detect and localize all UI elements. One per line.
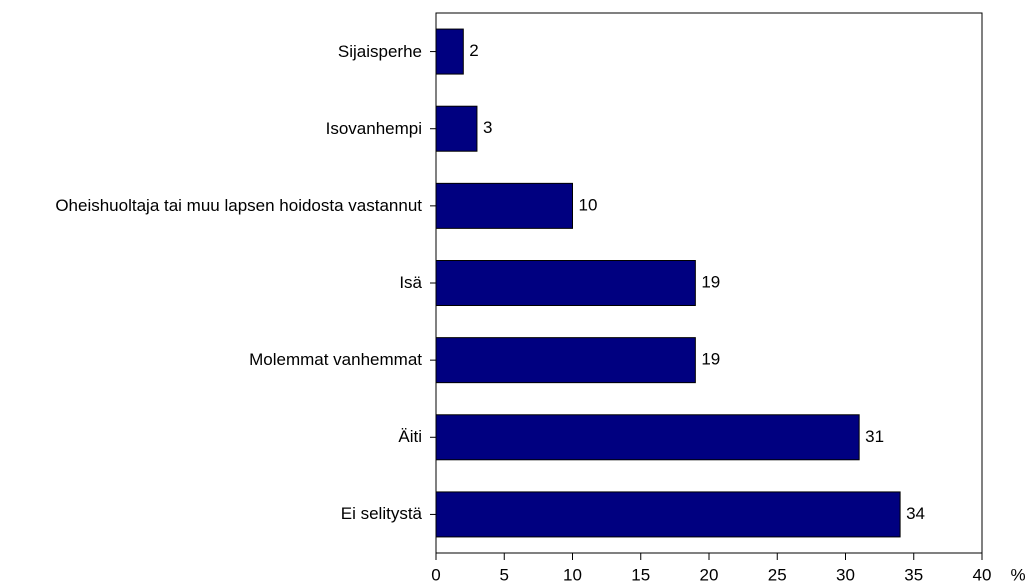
value-label: 19 [701,350,720,369]
bar [435,182,573,229]
x-tick-label: 40 [973,565,992,584]
x-tick-label: 10 [563,565,582,584]
x-tick-label: 15 [631,565,650,584]
category-label: Äiti [0,407,422,467]
value-label: 10 [579,195,598,214]
bar [435,414,860,461]
category-text: Sijaisperhe [337,41,422,61]
bar [435,28,464,75]
category-text: Isä [399,273,422,292]
bar [435,260,696,306]
value-label: 2 [469,41,478,60]
category-label: Oheishuoltaja tai muu lapsen hoidosta va… [0,176,422,236]
category-text: Molemmat vanhemmat [249,350,422,370]
value-label: 19 [701,272,720,291]
x-tick-label: 30 [836,565,855,584]
category-text: Isovanhempi [325,118,422,138]
value-label: 3 [483,118,492,137]
bar [435,337,696,384]
bar [435,491,901,538]
category-text: Äiti [398,427,422,447]
x-tick-label: 25 [768,565,787,584]
x-axis-label: % [1010,565,1025,584]
category-label: Molemmat vanhemmat [0,330,422,390]
x-tick-label: 35 [904,565,923,584]
category-text: Ei selitystä [340,504,422,524]
x-tick-label: 0 [431,565,440,584]
bar [435,105,478,152]
category-label: Ei selitystä [0,484,422,544]
category-text: Oheishuoltaja tai muu lapsen hoidosta va… [55,195,422,215]
x-tick-label: 20 [700,565,719,584]
value-label: 34 [906,504,925,523]
category-label: Isovanhempi [0,99,422,159]
category-label: Isä [0,253,422,313]
x-tick-label: 5 [500,565,509,584]
category-label: Sijaisperhe [0,22,422,82]
value-label: 31 [865,427,884,446]
